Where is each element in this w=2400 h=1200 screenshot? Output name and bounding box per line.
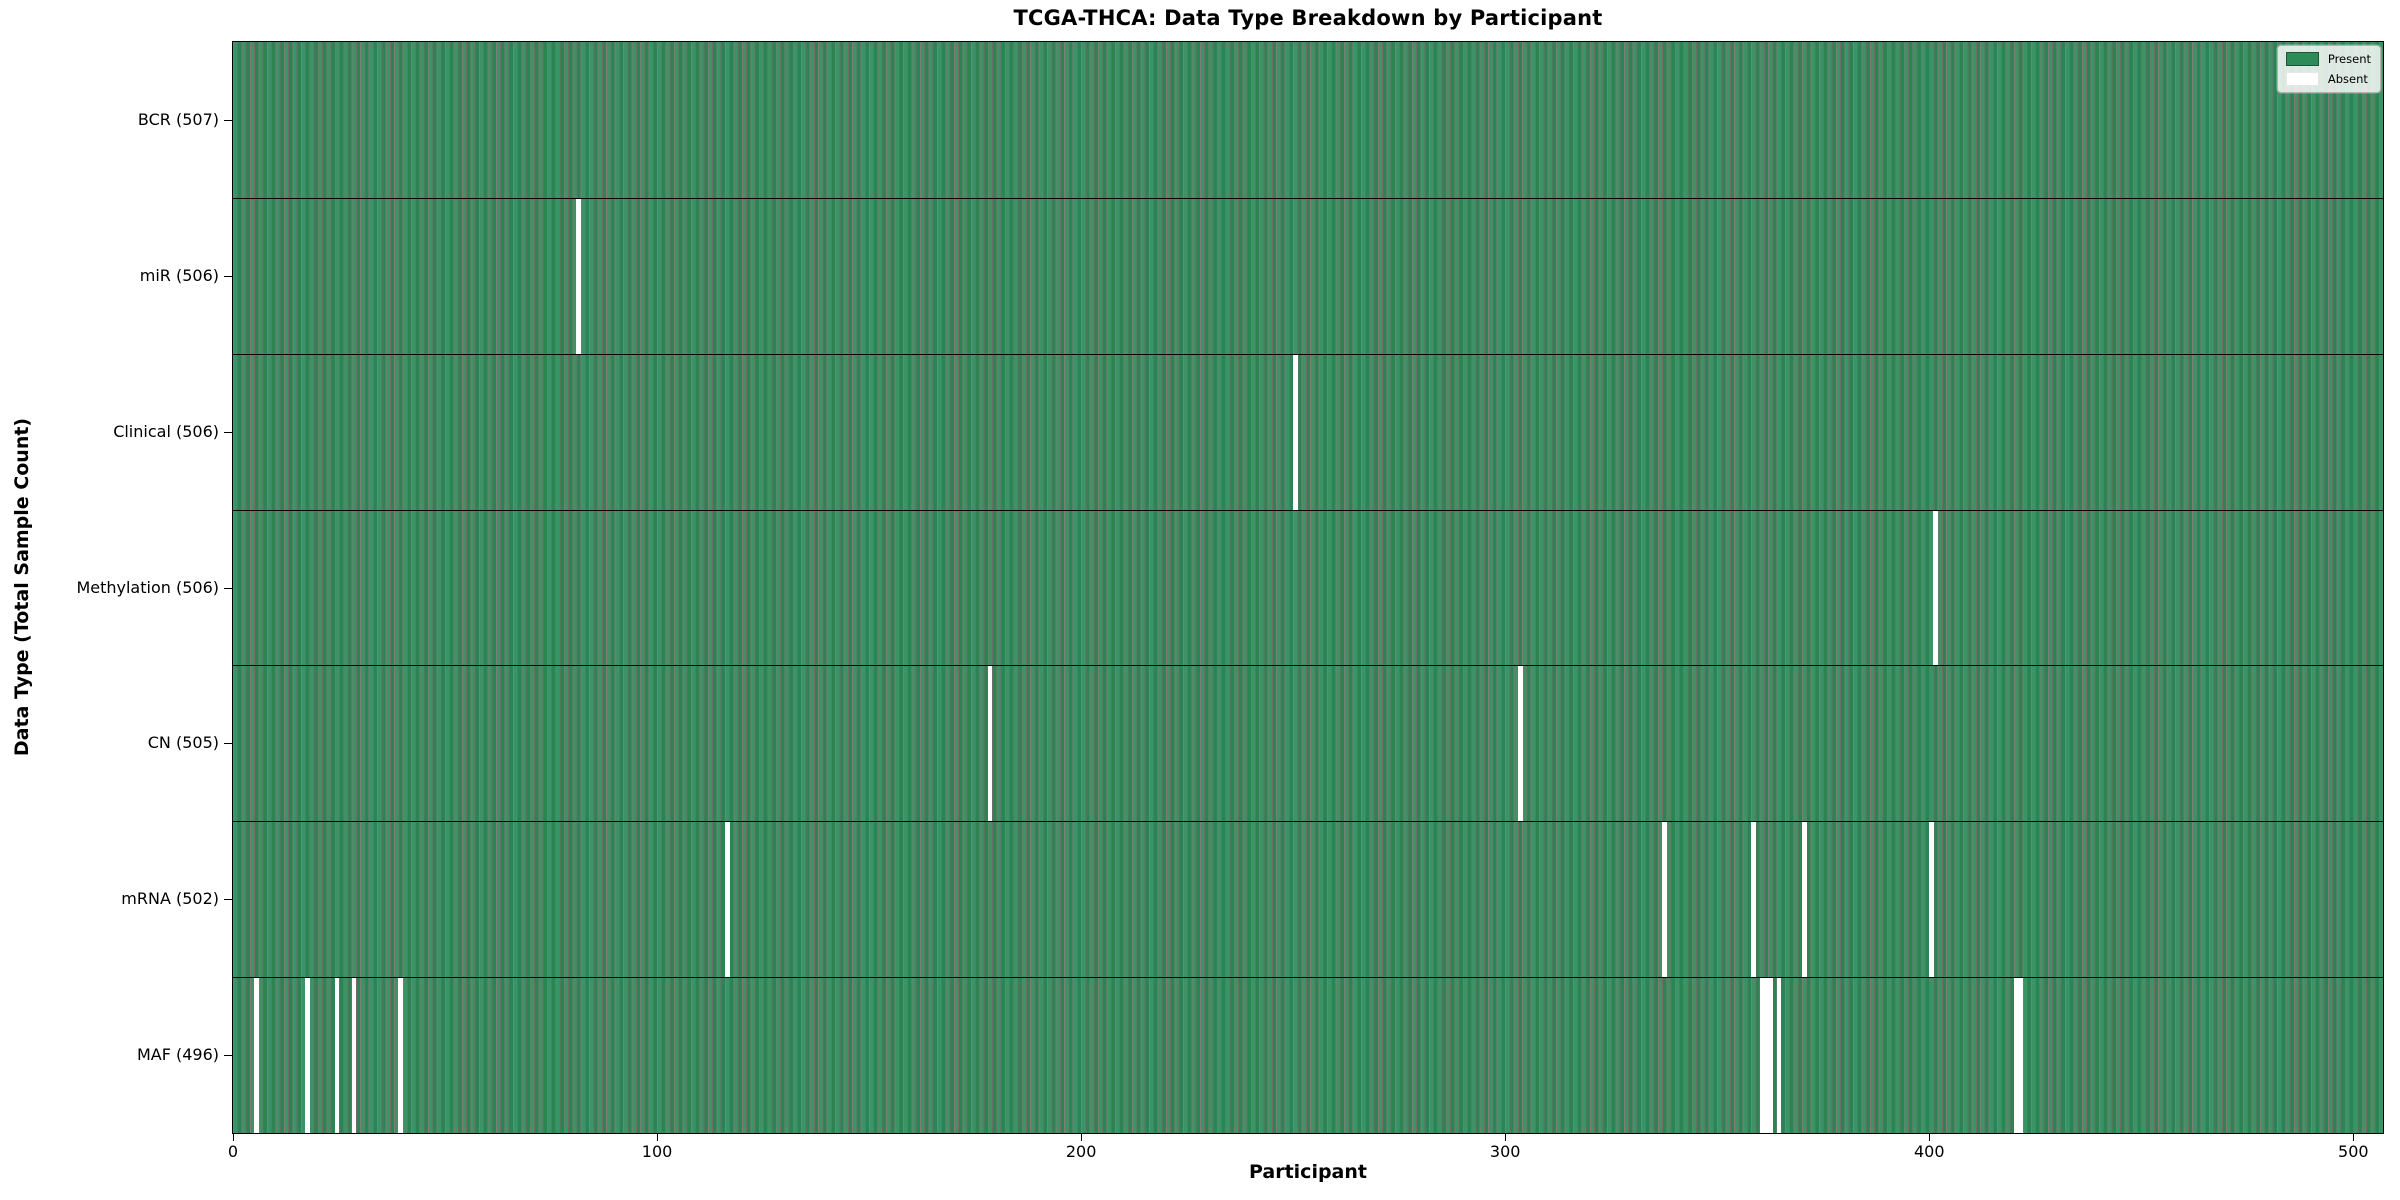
datatype-row-CN	[233, 665, 2383, 822]
y-tick-mark	[224, 432, 232, 433]
absent-gap-MAF-364	[1776, 977, 1782, 1133]
datatype-row-miR	[233, 197, 2383, 354]
legend-item-absent: Absent	[2285, 71, 2371, 86]
datatype-row-Methylation	[233, 509, 2383, 666]
rows-container	[233, 42, 2383, 1133]
x-tick-label: 0	[227, 1142, 239, 1161]
y-tick-mark	[224, 588, 232, 589]
x-tick-label: 400	[1913, 1142, 1945, 1161]
x-tick-mark	[233, 1133, 234, 1141]
absent-gap-Methylation-401	[1933, 509, 1939, 666]
absent-gap-MAF-361	[1763, 977, 1769, 1133]
absent-gap-CN-303	[1517, 665, 1523, 822]
y-tick-label-BCR: BCR (507)	[137, 109, 219, 129]
y-tick-mark	[224, 120, 232, 121]
x-tick-label: 300	[1489, 1142, 1521, 1161]
absent-gap-MAF-39	[398, 977, 404, 1133]
datatype-row-mRNA	[233, 821, 2383, 978]
x-axis-title: Participant	[1248, 1161, 1367, 1183]
row-divider	[233, 198, 2383, 199]
y-tick-label-MAF: MAF (496)	[136, 1045, 219, 1065]
absent-gap-Clinical-250	[1293, 353, 1298, 510]
absent-gap-MAF-360	[1759, 977, 1765, 1133]
legend-item-present: Present	[2285, 51, 2371, 66]
y-tick-mark	[224, 1055, 232, 1056]
x-tick-mark	[1081, 1133, 1082, 1141]
datatype-row-MAF	[233, 977, 2383, 1133]
absent-gap-mRNA-400	[1929, 821, 1934, 978]
x-tick-mark	[657, 1133, 658, 1141]
y-tick-label-miR: miR (506)	[139, 265, 219, 285]
absent-gap-mRNA-337	[1662, 821, 1667, 978]
absent-gap-CN-178	[987, 665, 993, 822]
absent-gap-mRNA-116	[724, 821, 730, 978]
x-tick-mark	[2353, 1133, 2354, 1141]
legend-absent-swatch-icon	[2285, 72, 2319, 86]
y-tick-mark	[224, 743, 232, 744]
legend: Present Absent	[2276, 45, 2381, 93]
row-divider	[233, 821, 2383, 822]
x-tick-mark	[1505, 1133, 1506, 1141]
absent-gap-MAF-5	[254, 977, 259, 1133]
absent-gap-mRNA-370	[1802, 821, 1807, 978]
legend-absent-label: Absent	[2327, 71, 2368, 86]
x-tick-label: 500	[2338, 1142, 2369, 1161]
row-divider	[233, 977, 2383, 978]
datatype-row-Clinical	[233, 353, 2383, 510]
x-tick-label: 100	[641, 1142, 673, 1161]
absent-gap-mRNA-358	[1751, 821, 1756, 978]
legend-present-swatch-icon	[2285, 52, 2319, 66]
absent-gap-miR-81	[576, 197, 582, 354]
absent-gap-MAF-24	[334, 977, 340, 1133]
absent-gap-MAF-17	[305, 977, 310, 1133]
absent-gap-MAF-420	[2014, 977, 2019, 1133]
row-divider	[233, 510, 2383, 511]
y-axis-title: Data Type (Total Sample Count)	[11, 417, 33, 757]
absent-gap-MAF-28	[351, 977, 357, 1133]
row-divider	[233, 665, 2383, 666]
y-tick-label-mRNA: mRNA (502)	[121, 889, 219, 909]
plot-area: Present Absent	[232, 41, 2384, 1134]
y-tick-mark	[224, 899, 232, 900]
y-tick-mark	[224, 276, 232, 277]
x-tick-label: 200	[1065, 1142, 1097, 1161]
absent-gap-MAF-421	[2018, 977, 2023, 1133]
chart-title: TCGA-THCA: Data Type Breakdown by Partic…	[1013, 6, 1603, 30]
row-divider	[233, 354, 2383, 355]
x-tick-mark	[1929, 1133, 1930, 1141]
datatype-row-BCR	[233, 42, 2383, 198]
legend-present-label: Present	[2327, 51, 2371, 66]
absent-gap-MAF-362	[1768, 977, 1773, 1133]
